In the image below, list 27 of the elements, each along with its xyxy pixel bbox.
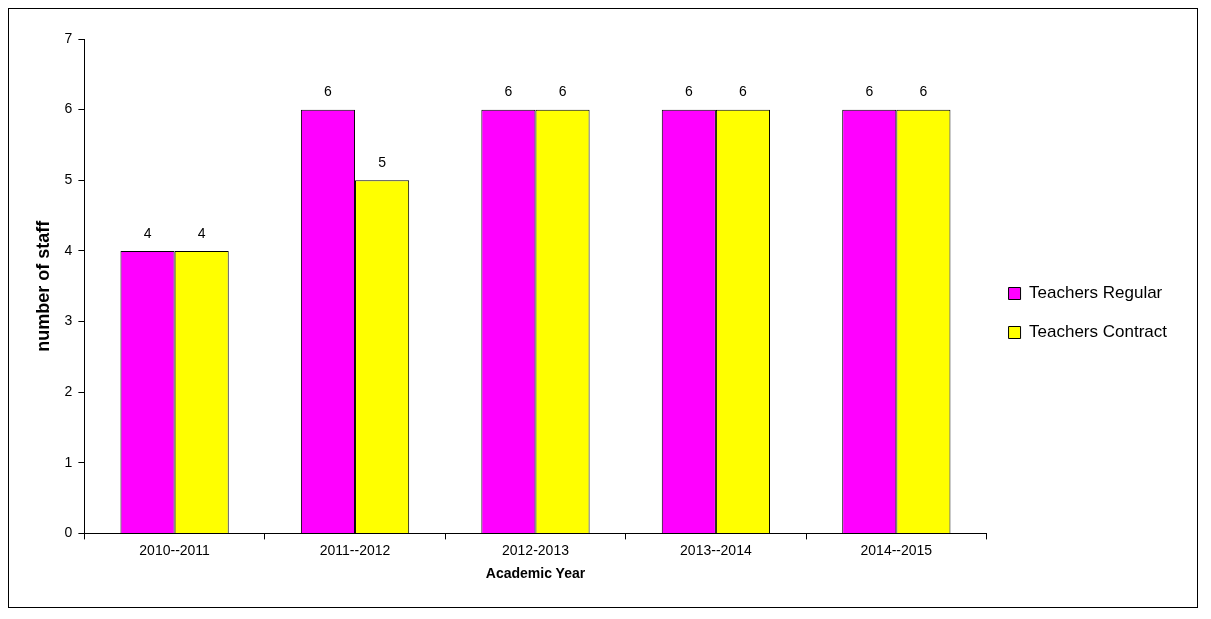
y-axis-title: number of staff [32,219,53,352]
x-tick-label: 2013--2014 [680,541,752,558]
x-axis-title: Academic Year [485,565,586,582]
x-tick-label: 2012-2013 [501,541,570,558]
data-label: 6 [324,83,333,100]
data-label: 6 [504,83,513,100]
data-label: 6 [739,83,748,100]
data-label: 5 [378,154,387,171]
data-label: 4 [197,224,206,241]
y-tick-label: 6 [64,100,73,117]
y-tick-label: 3 [64,312,73,329]
x-tick-label: 2010--2011 [139,541,211,558]
y-tick-label: 1 [64,453,73,470]
x-tick-label: 2014--2015 [860,541,933,558]
y-tick-label: 0 [64,524,73,541]
legend-label: Teachers Contract [1029,322,1168,342]
data-label: 6 [865,83,874,100]
data-label: 4 [143,224,152,241]
y-tick-label: 7 [64,29,73,46]
y-tick-label: 5 [64,171,73,188]
y-tick-label: 2 [64,383,73,399]
y-tick-label: 4 [64,241,73,258]
data-label: 6 [919,83,928,100]
data-label: 6 [684,83,693,100]
data-label: 6 [558,83,567,100]
legend-label: Teachers Regular [1029,283,1163,303]
x-tick-label: 2011--2012 [319,541,391,558]
